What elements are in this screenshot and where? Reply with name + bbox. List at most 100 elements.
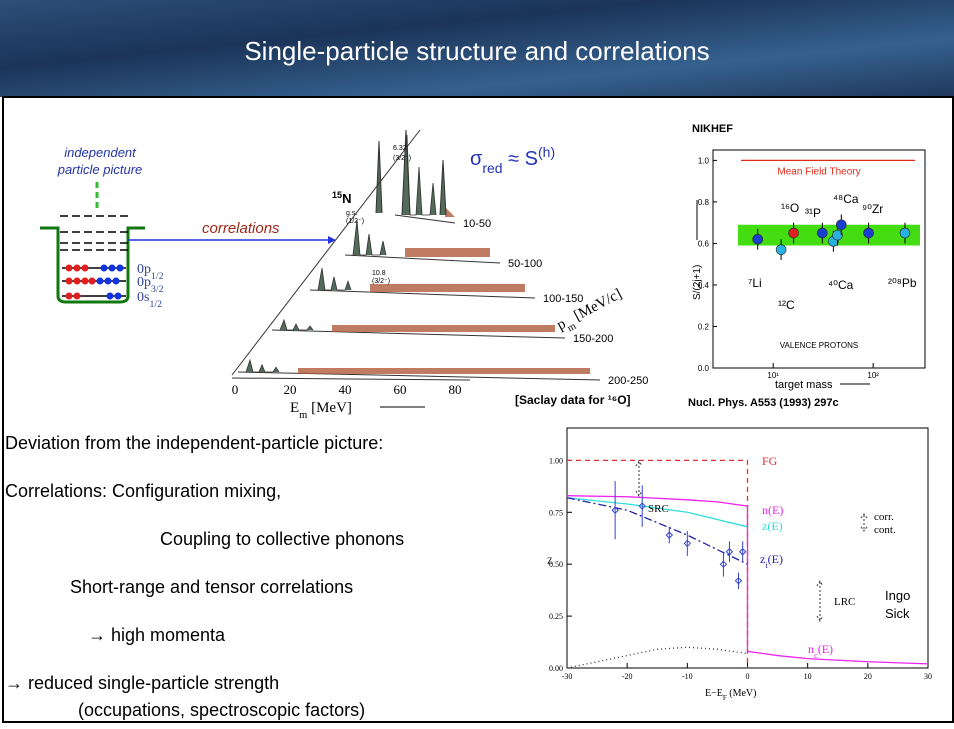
axis	[231, 129, 421, 376]
energy-tick: 20	[284, 382, 297, 397]
body-text: Coupling to collective phonons	[160, 529, 404, 549]
point	[738, 548, 747, 556]
point	[683, 539, 692, 548]
y-tick-label: 0.50	[549, 560, 563, 569]
nucleus-part: N	[342, 191, 351, 206]
x-tick-label: 10	[804, 672, 812, 681]
body-text: Short-range and tensor correlations	[70, 577, 353, 597]
body-text: Correlations: Configuration mixing,	[5, 481, 281, 501]
point	[752, 233, 764, 245]
point	[611, 506, 619, 514]
peaks	[317, 267, 352, 291]
energy-tick: 80	[449, 382, 462, 397]
energy-tick: 40	[339, 382, 352, 397]
well-diagram: independent particle picture	[40, 145, 145, 304]
peak-label: (3/2⁻)	[372, 278, 390, 285]
histogram	[332, 325, 555, 332]
y-label: S/(2j+1)	[692, 265, 703, 300]
annotation: Ingo	[885, 588, 910, 603]
point-label: ³¹P	[805, 206, 821, 220]
point	[899, 227, 911, 239]
y-tick-label: 0.25	[549, 612, 563, 621]
line	[747, 650, 929, 665]
tall-peak	[375, 129, 447, 216]
nucleus-part: 15	[332, 190, 342, 200]
x-tick-label: -20	[622, 672, 633, 681]
body-text: → reduced single-particle strength	[5, 673, 279, 693]
level-label-part: 3/2	[151, 284, 164, 295]
baseline	[344, 254, 501, 264]
chart-title: NIKHEF	[692, 123, 733, 135]
series-label-part: i	[765, 561, 768, 570]
header-bg	[0, 0, 954, 97]
histogram	[370, 284, 525, 292]
energy-tick: 0	[232, 382, 239, 397]
baseline	[394, 214, 456, 224]
line	[566, 497, 748, 565]
legend-label: n(E)	[762, 503, 783, 517]
diagram-label: particle picture	[57, 162, 143, 177]
point	[638, 502, 646, 510]
point-label: ¹²C	[778, 298, 795, 312]
nucleus: 15N	[332, 190, 352, 206]
energy-axis-part: [MeV]	[307, 400, 352, 416]
peaks	[245, 358, 280, 373]
point	[734, 577, 743, 585]
annotation: SRC	[648, 503, 669, 515]
formula-part: (h)	[538, 144, 555, 160]
annotation: LRC	[834, 596, 855, 608]
peak-label: 6.32	[393, 145, 407, 152]
annotation: cont.	[874, 524, 896, 536]
frame	[2, 96, 954, 723]
diagram-label: independent	[64, 145, 137, 160]
point	[835, 219, 847, 231]
y-label: Z	[547, 556, 553, 566]
annotation: Sick	[885, 606, 910, 621]
slide-title: Single-particle structure and correlatio…	[244, 36, 709, 66]
annotation: corr.	[874, 511, 894, 523]
energy-tick: 60	[394, 382, 407, 397]
body-text: → high momenta	[88, 625, 226, 645]
formula-part: σ	[470, 148, 483, 170]
corr-arrow	[860, 513, 868, 532]
peaks	[402, 134, 437, 216]
annotation: VALENCE PROTONS	[780, 341, 858, 350]
formula-part: ≈ S	[503, 148, 538, 170]
point	[719, 560, 728, 568]
spectra-figure: 10-50 50-100 100-150 150-200 200-250 0 20 40 60 8…	[231, 129, 648, 397]
arrow-label: correlations	[202, 220, 280, 237]
peak-label: 10.8	[372, 270, 386, 277]
bin-label: 100-150	[543, 293, 583, 305]
point	[725, 548, 734, 556]
peak-label: (3/2⁻)	[393, 155, 411, 162]
point-label: ⁴⁸Ca	[833, 192, 859, 206]
x-tick-label: 30	[924, 672, 932, 681]
x-tick-label: 20	[864, 672, 872, 681]
legend-label: FG	[762, 454, 778, 468]
x-label-part: F	[723, 694, 727, 702]
body-text: Deviation from the independent-particle …	[5, 433, 383, 453]
y-tick-label: 0.00	[549, 664, 563, 673]
energy-axis-part: m	[299, 410, 307, 421]
peaks	[279, 318, 314, 331]
y-tick-label: 1.00	[549, 456, 563, 465]
point-label: ⁴⁰Ca	[828, 278, 854, 292]
line	[566, 495, 749, 652]
series-label-part: n(E)	[762, 503, 783, 517]
bin-label: 50-100	[508, 258, 542, 270]
point	[775, 244, 787, 255]
histogram	[298, 368, 590, 374]
legend-label: zi(E)	[760, 552, 783, 570]
x-tick-label: -10	[682, 672, 693, 681]
series-label-part: z(E)	[762, 519, 783, 533]
y-tick-label: 1.0	[698, 156, 710, 165]
level-label: 0s1/2	[137, 290, 162, 310]
point	[788, 227, 799, 239]
series-label-part: z	[760, 552, 765, 566]
source: [Saclay data for ¹⁶O]	[515, 393, 631, 407]
series-label-part: c	[814, 651, 818, 660]
peaks	[352, 219, 387, 256]
baseline	[309, 289, 536, 299]
formula-part: red	[482, 160, 502, 176]
